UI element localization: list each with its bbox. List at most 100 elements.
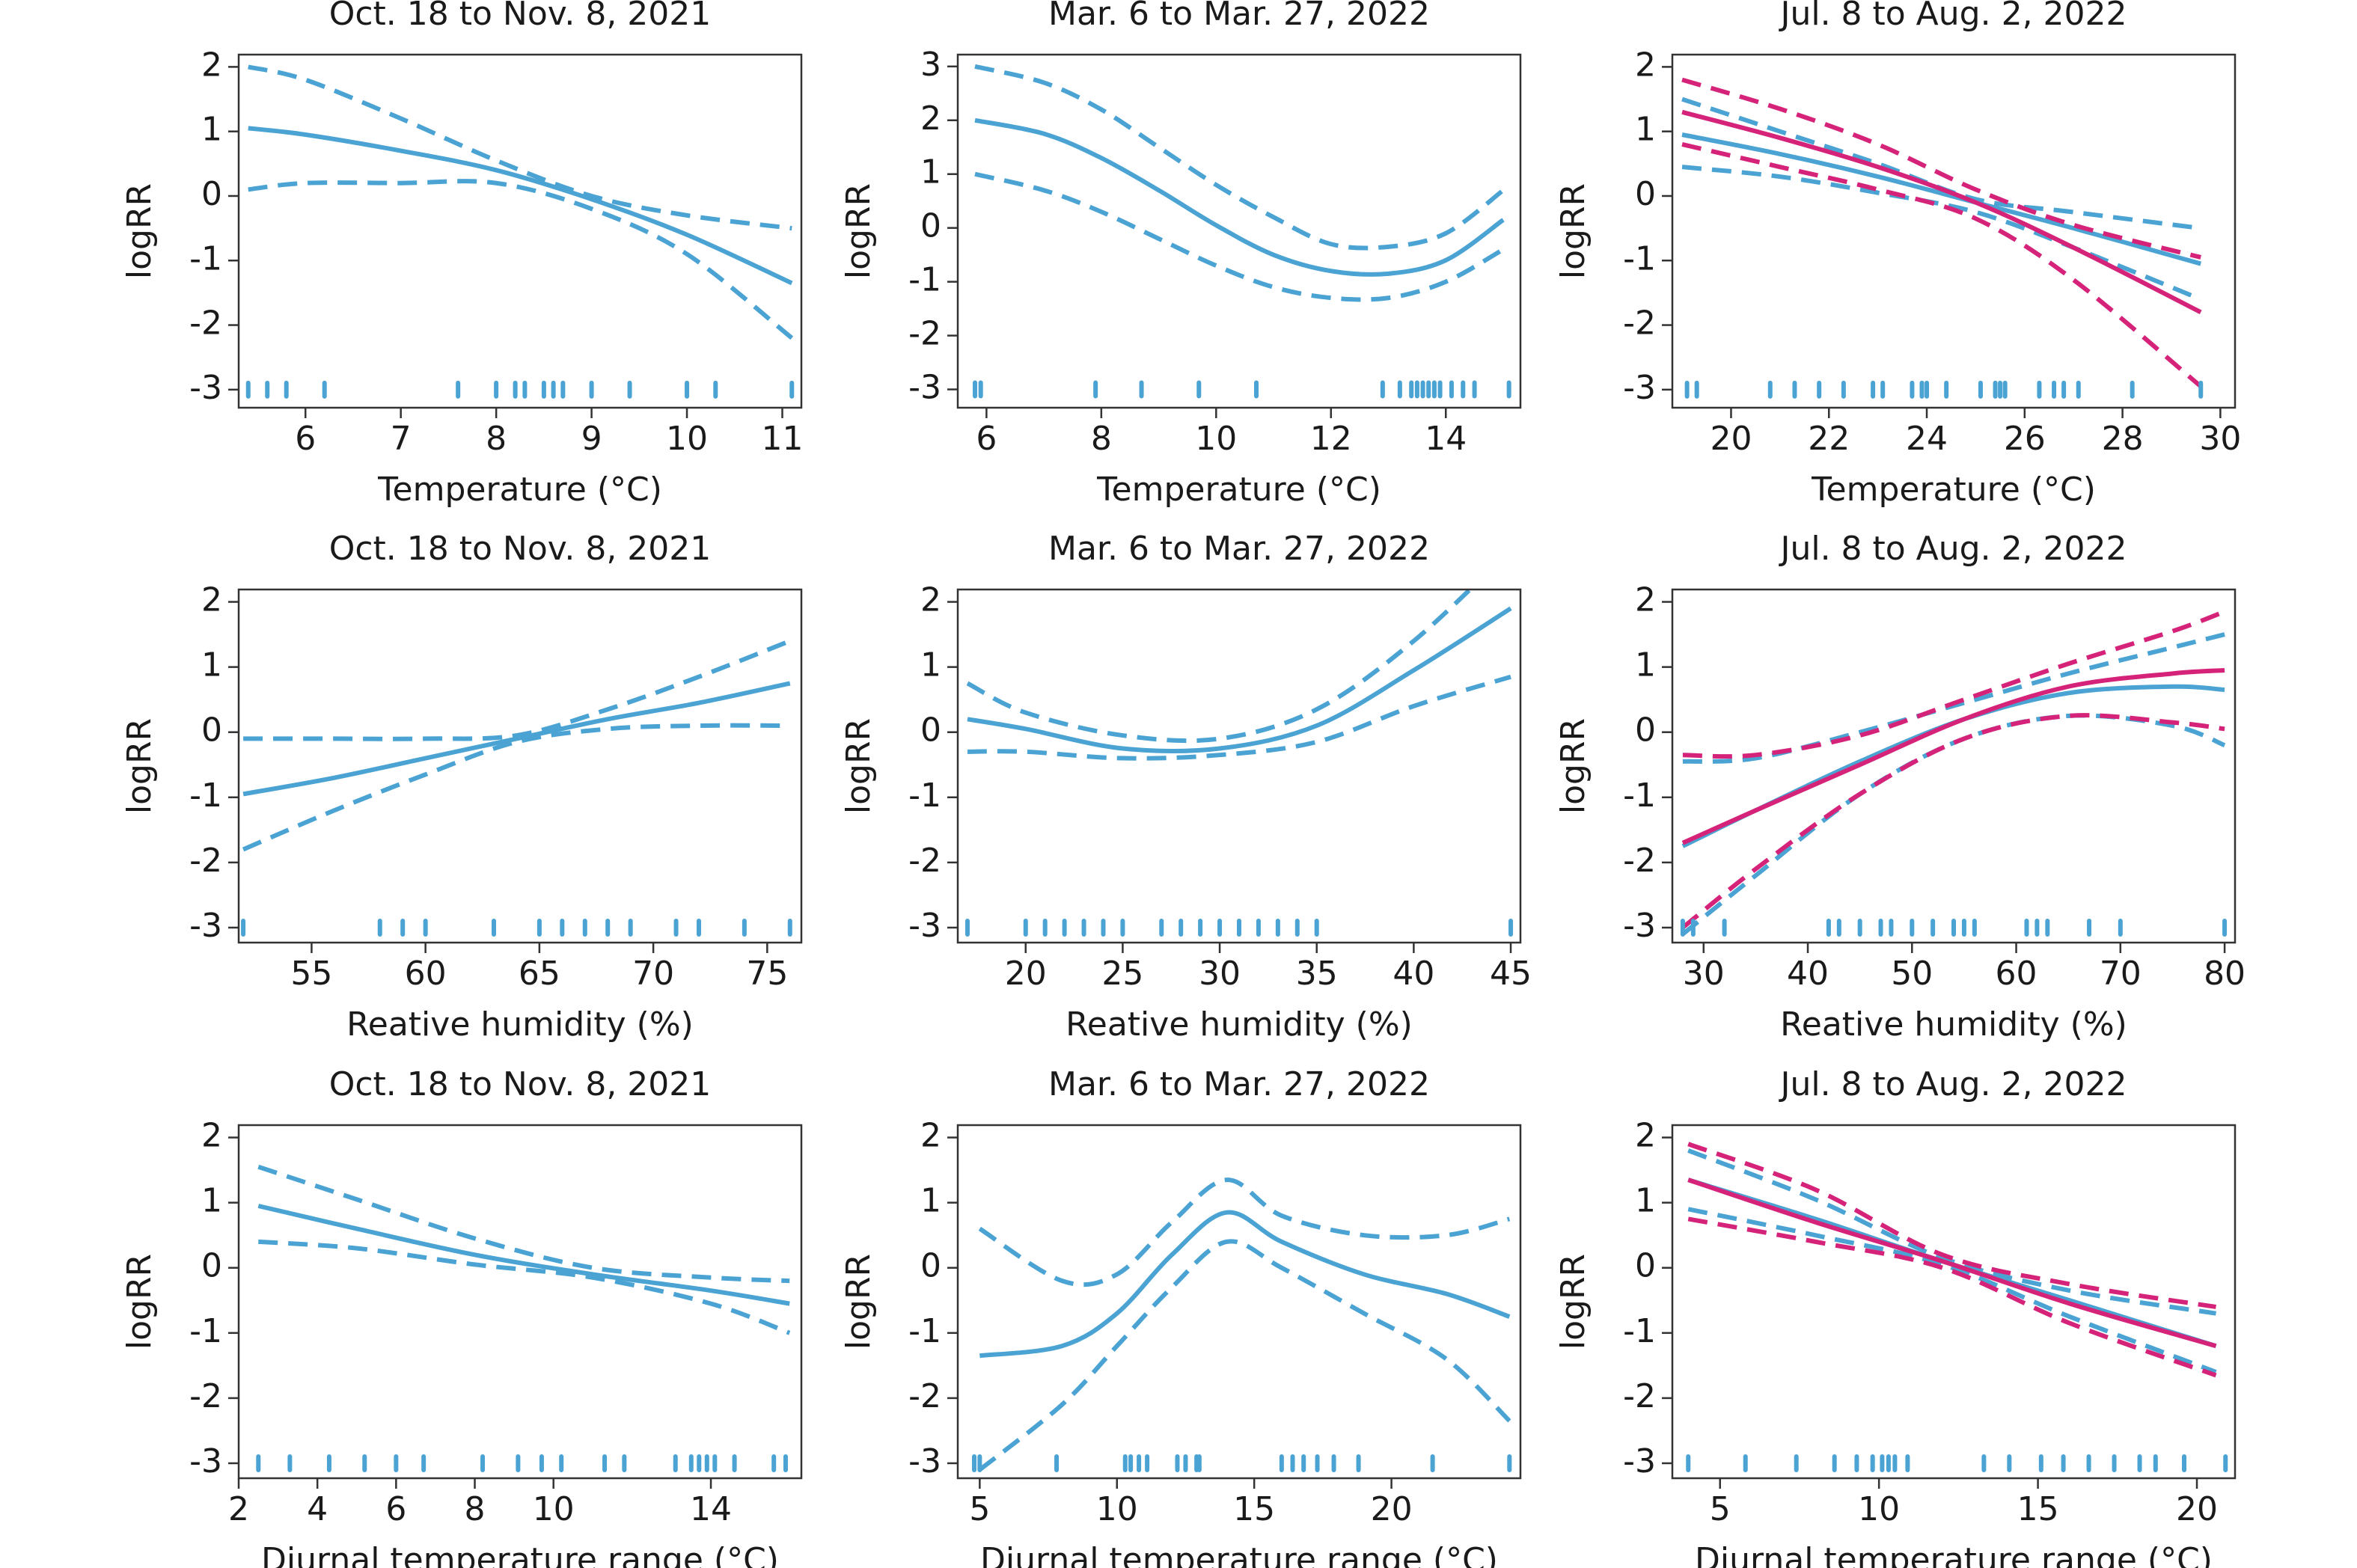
panel-title: Oct. 18 to Nov. 8, 2021	[329, 530, 712, 568]
x-tick-label: 15	[2017, 1490, 2059, 1528]
y-axis-label: logRR	[1554, 718, 1592, 814]
plot-area	[1681, 77, 2203, 388]
y-tick-label: 2	[201, 46, 222, 84]
y-tick-label: 0	[920, 1247, 941, 1285]
y-tick-label: -3	[189, 907, 222, 945]
x-tick-label: 5	[1710, 1490, 1731, 1528]
x-axis-label: Diurnal temperature range (°C)	[1695, 1541, 2213, 1568]
x-tick-label: 10	[533, 1490, 575, 1528]
x-tick-label: 35	[1296, 955, 1338, 993]
x-tick-label: 20	[2176, 1490, 2218, 1528]
y-tick-label: -3	[908, 907, 941, 945]
panel-title: Jul. 8 to Aug. 2, 2022	[1778, 530, 2127, 568]
x-tick-label: 7	[391, 420, 412, 458]
x-tick-label: 6	[385, 1490, 406, 1528]
y-tick-label: -3	[189, 369, 222, 407]
x-tick-label: 8	[465, 1490, 486, 1528]
x-tick-label: 6	[295, 420, 316, 458]
plot-frame	[1671, 53, 2237, 409]
estimate-line	[248, 126, 793, 286]
estimate-line	[1687, 1177, 2217, 1349]
x-axis-label: Temperature (°C)	[377, 471, 662, 509]
plot-frame	[956, 53, 1522, 409]
panel-title: Jul. 8 to Aug. 2, 2022	[1778, 1065, 2127, 1103]
plot-area	[248, 64, 794, 340]
x-tick-label: 55	[290, 955, 332, 993]
y-axis-label: logRR	[120, 1254, 159, 1350]
estimate-line	[1681, 667, 2225, 845]
y-tick-label: -2	[1623, 842, 1656, 880]
ci-line	[1681, 713, 2226, 937]
y-tick-label: -1	[908, 1312, 941, 1350]
x-tick-label: 20	[1371, 1490, 1413, 1528]
ci-line	[1682, 609, 2226, 759]
panel-title: Mar. 6 to Mar. 27, 2022	[1048, 530, 1430, 568]
y-axis-label: logRR	[840, 718, 878, 814]
panel-title: Mar. 6 to Mar. 27, 2022	[1048, 1065, 1430, 1103]
y-tick-label: -2	[908, 842, 941, 880]
y-tick-label: -3	[908, 1442, 941, 1480]
y-tick-label: -2	[908, 315, 941, 353]
x-tick-label: 10	[1096, 1490, 1138, 1528]
x-tick-label: 8	[1091, 420, 1112, 458]
plot-frame	[956, 588, 1522, 944]
x-axis-label: Diurnal temperature range (°C)	[980, 1541, 1498, 1568]
estimate-line	[1681, 109, 2202, 314]
y-tick-label: 1	[201, 111, 222, 149]
x-tick-label: 45	[1490, 955, 1532, 993]
panel: Oct. 18 to Nov. 8, 2021 Reative humidity …	[120, 530, 803, 1044]
y-tick-label: 2	[201, 1117, 222, 1155]
x-tick-label: 11	[762, 420, 804, 458]
plot-frame	[1671, 588, 2237, 944]
y-axis-label: logRR	[1554, 183, 1592, 279]
x-tick-label: 70	[632, 955, 674, 993]
y-tick-label: -2	[189, 1377, 222, 1415]
y-tick-label: -3	[1623, 1442, 1656, 1480]
plot-area	[978, 1177, 1511, 1472]
ci-line	[1681, 142, 2203, 388]
ci-line	[1687, 1142, 2216, 1309]
ci-line	[966, 589, 1473, 744]
x-tick-label: 6	[976, 420, 997, 458]
ci-line	[1687, 1207, 2217, 1374]
y-tick-label: 0	[201, 175, 222, 213]
y-axis-label: logRR	[840, 1254, 878, 1350]
estimate-line	[967, 606, 1512, 754]
ci-line	[978, 1177, 1511, 1287]
y-tick-label: 2	[920, 1117, 941, 1155]
ci-line	[258, 1239, 791, 1335]
ci-line	[1687, 1148, 2216, 1316]
estimate-line	[257, 1204, 790, 1306]
y-tick-label: -1	[189, 239, 222, 278]
ci-line	[257, 1164, 790, 1284]
ci-line	[1681, 77, 2201, 260]
ci-line	[974, 171, 1505, 302]
ci-line	[248, 179, 794, 340]
x-tick-label: 20	[1005, 955, 1047, 993]
y-axis-label: logRR	[120, 718, 159, 814]
y-tick-label: 1	[201, 1182, 222, 1220]
x-tick-label: 25	[1101, 955, 1143, 993]
estimate-line	[1681, 684, 2225, 848]
y-tick-label: -1	[1623, 239, 1656, 278]
y-tick-label: -1	[908, 261, 941, 299]
x-tick-label: 10	[666, 420, 708, 458]
x-tick-label: 26	[2004, 420, 2046, 458]
x-tick-label: 40	[1787, 955, 1829, 993]
estimate-line	[242, 681, 791, 797]
x-tick-label: 30	[2199, 420, 2241, 458]
x-tick-label: 65	[519, 955, 560, 993]
y-tick-label: -2	[1623, 1377, 1656, 1415]
ci-line	[1681, 713, 2225, 930]
panel: Oct. 18 to Nov. 8, 2021 Temperature (°C) l…	[120, 0, 804, 509]
y-axis-label: logRR	[840, 183, 878, 279]
plot-frame	[237, 588, 803, 944]
y-tick-label: 1	[201, 646, 222, 685]
y-tick-label: -2	[1623, 304, 1656, 343]
x-tick-label: 9	[581, 420, 602, 458]
x-tick-label: 60	[405, 955, 447, 993]
panel-title: Oct. 18 to Nov. 8, 2021	[329, 1065, 712, 1103]
x-tick-label: 24	[1906, 420, 1948, 458]
x-tick-label: 20	[1710, 420, 1752, 458]
